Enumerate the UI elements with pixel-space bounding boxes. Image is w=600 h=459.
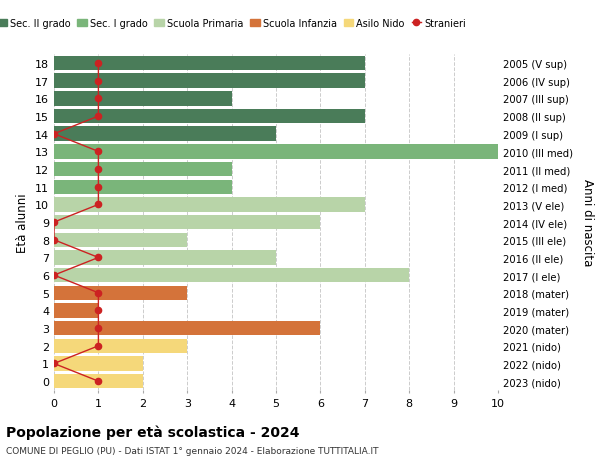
- Bar: [54, 339, 187, 353]
- Y-axis label: Età alunni: Età alunni: [16, 193, 29, 252]
- Bar: [54, 198, 365, 212]
- Y-axis label: Anni di nascita: Anni di nascita: [581, 179, 594, 266]
- Bar: [54, 92, 232, 106]
- Bar: [54, 269, 409, 283]
- Bar: [54, 180, 232, 195]
- Bar: [54, 74, 365, 89]
- Bar: [54, 321, 320, 336]
- Bar: [54, 374, 143, 389]
- Bar: [54, 162, 232, 177]
- Bar: [54, 357, 143, 371]
- Legend: Sec. II grado, Sec. I grado, Scuola Primaria, Scuola Infanzia, Asilo Nido, Stran: Sec. II grado, Sec. I grado, Scuola Prim…: [0, 15, 470, 33]
- Bar: [54, 56, 365, 71]
- Bar: [54, 215, 320, 230]
- Bar: [54, 303, 98, 318]
- Bar: [54, 286, 187, 300]
- Bar: [54, 145, 498, 159]
- Text: COMUNE DI PEGLIO (PU) - Dati ISTAT 1° gennaio 2024 - Elaborazione TUTTITALIA.IT: COMUNE DI PEGLIO (PU) - Dati ISTAT 1° ge…: [6, 446, 379, 455]
- Text: Popolazione per età scolastica - 2024: Popolazione per età scolastica - 2024: [6, 425, 299, 439]
- Bar: [54, 110, 365, 124]
- Bar: [54, 233, 187, 247]
- Bar: [54, 127, 276, 142]
- Bar: [54, 251, 276, 265]
